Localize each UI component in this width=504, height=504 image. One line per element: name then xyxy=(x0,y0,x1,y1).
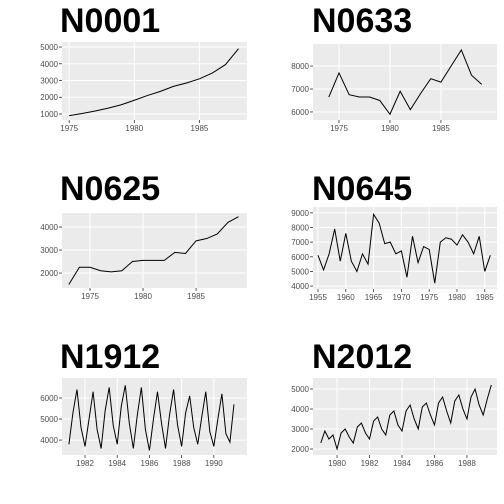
y-tick-label: 3000 xyxy=(40,246,58,255)
y-tick-label: 2000 xyxy=(40,93,58,102)
y-tick-label: 5000 xyxy=(40,415,58,424)
y-tick-label: 9000 xyxy=(291,209,309,218)
series-line xyxy=(69,48,239,117)
y-tick-label: 7000 xyxy=(291,238,309,247)
series-line xyxy=(320,384,492,451)
series-line xyxy=(328,48,483,116)
y-tick-label: 7000 xyxy=(291,85,309,94)
y-tick-label: 3000 xyxy=(40,76,58,85)
x-tick-label: 1980 xyxy=(134,292,152,301)
y-tick-label: 2000 xyxy=(291,445,309,454)
y-tick-label: 8000 xyxy=(291,224,309,233)
x-tick-label: 1984 xyxy=(393,459,411,468)
chart-title: N2012 xyxy=(312,338,412,376)
y-tick-label: 6000 xyxy=(291,253,309,262)
x-tick-label: 1990 xyxy=(205,459,223,468)
chart-title: N0645 xyxy=(312,170,412,208)
x-tick-label: 1986 xyxy=(141,459,159,468)
y-tick-label: 2000 xyxy=(40,269,58,278)
x-tick-label: 1980 xyxy=(448,293,466,302)
y-tick-label: 4000 xyxy=(40,436,58,445)
x-tick-label: 1985 xyxy=(191,124,209,133)
y-tick-label: 5000 xyxy=(291,385,309,394)
y-tick-label: 5000 xyxy=(291,267,309,276)
chart-title: N0625 xyxy=(60,170,160,208)
x-tick-label: 1984 xyxy=(108,459,126,468)
x-tick-label: 1982 xyxy=(361,459,379,468)
plot-panel xyxy=(62,378,247,455)
chart-title: N1912 xyxy=(60,338,160,376)
x-tick-label: 1975 xyxy=(60,124,78,133)
chart-title: N0633 xyxy=(312,2,412,40)
x-tick-label: 1975 xyxy=(420,293,438,302)
series-line xyxy=(68,385,235,451)
y-tick-label: 5000 xyxy=(40,43,58,52)
x-tick-label: 1982 xyxy=(76,459,94,468)
x-tick-label: 1975 xyxy=(330,124,348,133)
x-tick-label: 1965 xyxy=(365,293,383,302)
x-tick-label: 1986 xyxy=(426,459,444,468)
x-tick-label: 1985 xyxy=(432,124,450,133)
x-tick-label: 1988 xyxy=(458,459,476,468)
plot-panel xyxy=(313,207,497,289)
x-tick-label: 1985 xyxy=(187,292,205,301)
y-tick-label: 4000 xyxy=(40,223,58,232)
series-line xyxy=(68,216,239,285)
plot-panel xyxy=(313,44,497,120)
y-tick-label: 6000 xyxy=(40,394,58,403)
x-tick-label: 1988 xyxy=(173,459,191,468)
x-tick-label: 1980 xyxy=(328,459,346,468)
y-tick-label: 3000 xyxy=(291,425,309,434)
y-tick-label: 6000 xyxy=(291,108,309,117)
x-tick-label: 1980 xyxy=(125,124,143,133)
x-tick-label: 1960 xyxy=(337,293,355,302)
x-tick-label: 1975 xyxy=(81,292,99,301)
x-tick-label: 1985 xyxy=(476,293,494,302)
y-tick-label: 1000 xyxy=(40,110,58,119)
y-tick-label: 4000 xyxy=(291,405,309,414)
chart-title: N0001 xyxy=(60,2,160,40)
x-tick-label: 1955 xyxy=(309,293,327,302)
x-tick-label: 1980 xyxy=(381,124,399,133)
y-tick-label: 4000 xyxy=(40,60,58,69)
y-tick-label: 8000 xyxy=(291,62,309,71)
series-line xyxy=(317,212,491,284)
x-tick-label: 1970 xyxy=(392,293,410,302)
y-tick-label: 4000 xyxy=(291,282,309,291)
plot-panel xyxy=(62,42,247,120)
